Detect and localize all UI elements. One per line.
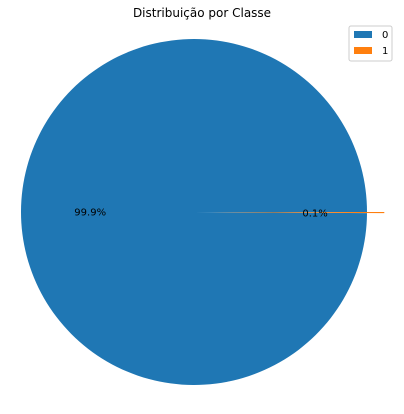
- legend-swatch-1: [354, 47, 372, 54]
- legend-swatch-0: [354, 31, 372, 38]
- pie-slice-label-1: 0.1%: [302, 208, 327, 219]
- legend-label-1: 1: [382, 46, 388, 57]
- chart-title: Distribuição por Classe: [133, 6, 271, 20]
- pie-slice-1: [211, 212, 385, 214]
- pie-slice-label-0: 99.9%: [74, 208, 106, 219]
- pie-slice-0: [21, 38, 368, 385]
- legend-label-0: 0: [382, 30, 388, 41]
- pie-slice-labels: 99.9% 0.1%: [74, 208, 327, 220]
- legend: 0 1: [348, 25, 393, 62]
- pie-slices: [21, 38, 385, 385]
